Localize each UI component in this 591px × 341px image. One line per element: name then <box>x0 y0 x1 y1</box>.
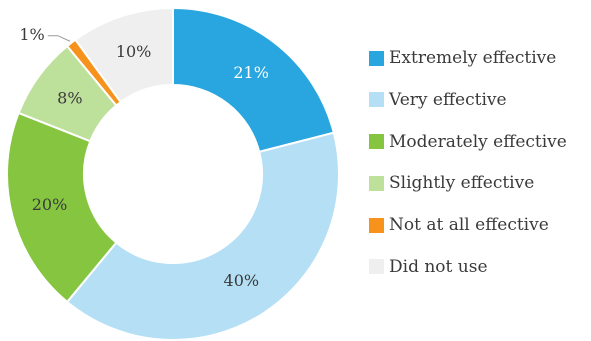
legend-label-not-at-all-effective: Not at all effective <box>389 215 549 236</box>
legend-label-very-effective: Very effective <box>389 89 507 110</box>
legend-swatch-very-effective <box>369 92 384 108</box>
legend-swatch-moderately-effective <box>369 134 384 150</box>
legend-label-slightly-effective: Slightly effective <box>389 173 535 194</box>
legend: Extremely effective Very effective Moderat… <box>369 48 567 299</box>
slice-label-slightly-effective: 8% <box>57 89 82 108</box>
legend-item-not-at-all-effective: Not at all effective <box>369 215 567 235</box>
slice-label-not-at-all-effective: 1% <box>19 25 44 44</box>
legend-item-slightly-effective: Slightly effective <box>369 173 567 193</box>
legend-label-extremely-effective: Extremely effective <box>389 48 557 68</box>
slice-label-did-not-use: 10% <box>116 42 152 61</box>
slice-label-very-effective: 40% <box>224 271 260 290</box>
donut-chart: 21% 40% 20% 8% 1% 10% <box>6 6 340 341</box>
legend-item-did-not-use: Did not use <box>369 257 567 277</box>
slice-label-extremely-effective: 21% <box>233 63 269 82</box>
slice-very-effective <box>65 131 340 341</box>
legend-swatch-did-not-use <box>369 259 384 275</box>
slice-label-moderately-effective: 20% <box>32 195 68 214</box>
legend-item-extremely-effective: Extremely effective <box>369 48 567 68</box>
legend-label-moderately-effective: Moderately effective <box>389 131 567 152</box>
slice-extremely-effective <box>172 6 336 154</box>
legend-swatch-extremely-effective <box>369 50 384 66</box>
legend-item-very-effective: Very effective <box>369 90 567 110</box>
slice-moderately-effective <box>6 111 118 304</box>
legend-swatch-not-at-all-effective <box>369 217 384 233</box>
legend-item-moderately-effective: Moderately effective <box>369 132 567 152</box>
slice-did-not-use <box>74 6 174 104</box>
leader-line-not-at-all-effective <box>47 35 71 42</box>
legend-label-did-not-use: Did not use <box>389 256 488 277</box>
legend-swatch-slightly-effective <box>369 175 384 191</box>
